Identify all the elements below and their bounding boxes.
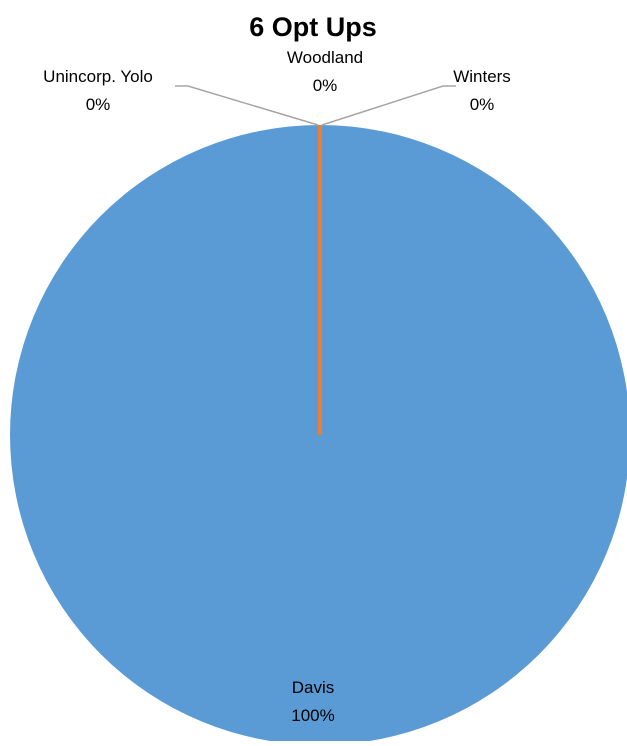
leader-lines	[175, 85, 456, 126]
category-label-winters: Winters	[453, 67, 511, 86]
value-label-unincorp-yolo: 0%	[86, 95, 111, 114]
chart-title: 6 Opt Ups	[249, 12, 377, 42]
leader-line-unincorp-yolo	[175, 85, 319, 126]
value-label-winters: 0%	[470, 95, 495, 114]
leader-line-winters	[321, 85, 456, 126]
category-label-woodland: Woodland	[287, 48, 363, 67]
category-label-unincorp-yolo: Unincorp. Yolo	[43, 67, 153, 86]
value-label-woodland: 0%	[313, 76, 338, 95]
value-label-davis: 100%	[291, 706, 334, 725]
category-label-davis: Davis	[292, 678, 335, 697]
pie-slices	[10, 125, 627, 745]
data-labels: Davis 100% Woodland 0% Winters 0% Unincorp. Yo…	[43, 48, 511, 725]
